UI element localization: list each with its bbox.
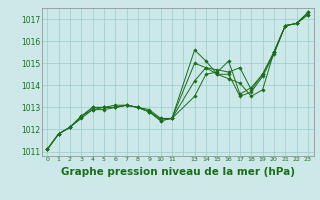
X-axis label: Graphe pression niveau de la mer (hPa): Graphe pression niveau de la mer (hPa) <box>60 167 295 177</box>
